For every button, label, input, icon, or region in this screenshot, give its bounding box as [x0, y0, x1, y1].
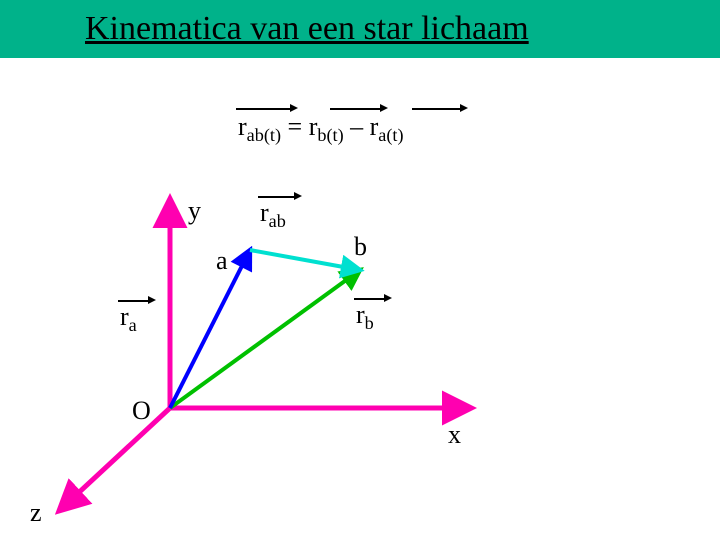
- label-ra: ra: [120, 302, 137, 336]
- label-y: y: [188, 196, 201, 226]
- label-rab: rab: [260, 198, 286, 232]
- label-x: x: [448, 420, 461, 450]
- label-ra-arrowhead: [148, 296, 156, 304]
- label-z: z: [30, 498, 42, 528]
- label-rb-arrowhead: [384, 294, 392, 302]
- vector-rb: [170, 270, 360, 408]
- label-origin: O: [132, 396, 151, 426]
- label-rab-arrowhead: [294, 192, 302, 200]
- label-rb: rb: [356, 300, 374, 334]
- vector-rab: [250, 250, 360, 270]
- axis-z: [60, 408, 170, 510]
- vector-diagram: [0, 0, 720, 540]
- label-b: b: [354, 232, 367, 262]
- vector-ra: [170, 250, 250, 408]
- label-a: a: [216, 246, 228, 276]
